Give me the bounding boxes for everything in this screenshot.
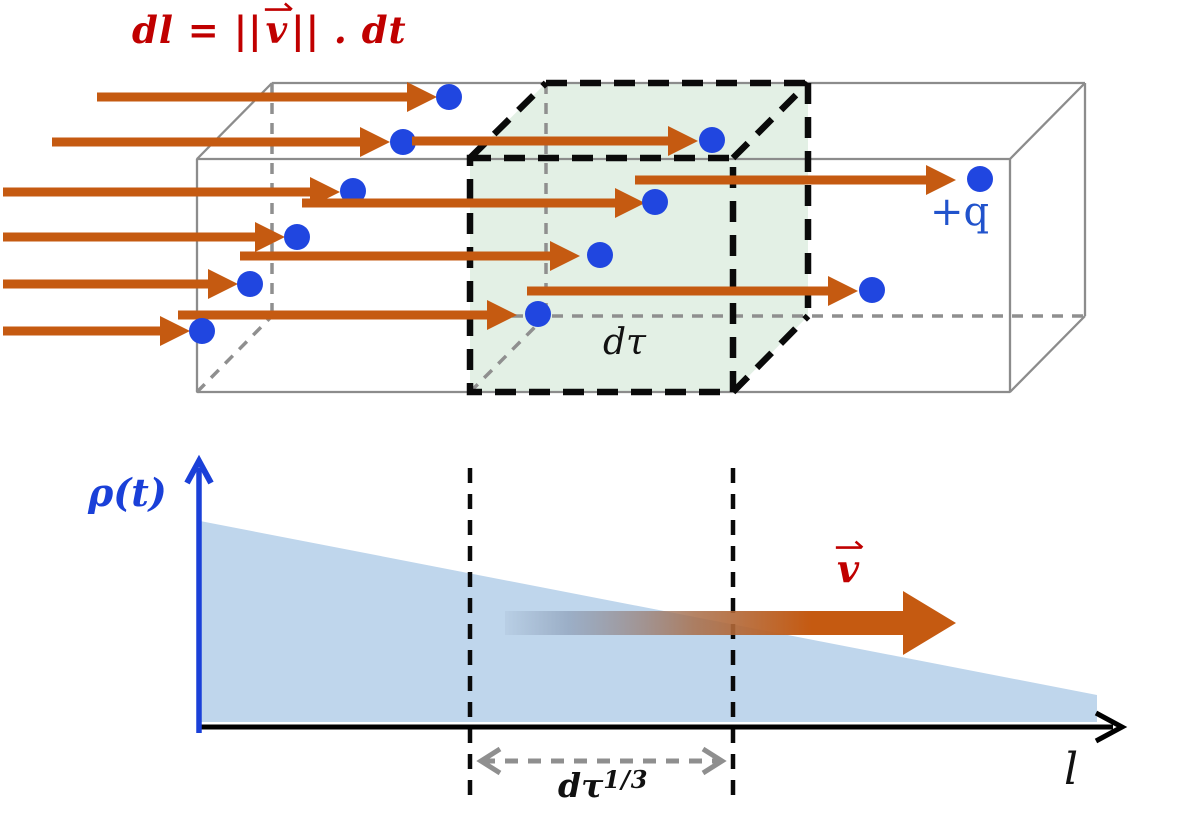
density-graph [184, 454, 1128, 798]
box-bottomright-diagonal [1009, 315, 1086, 393]
charge-particle [390, 129, 416, 155]
volume-front-face [470, 158, 733, 392]
measure-right-arrowhead [701, 746, 727, 776]
formula-suffix: || . dt [291, 8, 407, 52]
charge-particle [436, 84, 462, 110]
charge-particle [642, 189, 668, 215]
x-axis-arrowhead [1094, 710, 1128, 744]
charge-velocity-arrow [3, 269, 263, 299]
density-axis-label: ρ(t) [88, 470, 167, 515]
vector-arrow-accent [835, 540, 864, 549]
charge-particle [340, 178, 366, 204]
width-measure-arrow [476, 746, 727, 776]
volume-topright-diagonal [730, 80, 811, 161]
charge-particle [284, 224, 310, 250]
charge-arrows [3, 82, 993, 346]
volume-element-label: dτ [603, 322, 646, 363]
formula-prefix: dl = || [132, 8, 263, 52]
charge-label: +q [930, 189, 990, 235]
charge-velocity-arrow [412, 126, 725, 156]
volume-bottomright-diagonal [730, 313, 811, 395]
charge-particle [587, 242, 613, 268]
charge-velocity-arrow [178, 300, 551, 330]
box-hidden-edges [195, 83, 1085, 394]
velocity-label: v [834, 540, 864, 588]
charge-velocity-arrow [635, 165, 993, 195]
y-axis-arrowhead [184, 454, 214, 485]
charge-particle [237, 271, 263, 297]
charge-particle [189, 318, 215, 344]
slab-width-base: dτ [558, 766, 604, 805]
box-topright-diagonal [1009, 82, 1086, 160]
volume-bottomleft-hidden-diagonal [468, 314, 548, 394]
charge-velocity-arrow [3, 222, 310, 252]
velocity-vector-symbol: v [834, 540, 864, 588]
measure-left-arrowhead [476, 746, 502, 776]
slab-width-label: dτ1/3 [558, 765, 649, 805]
box-bottomleft-hidden-diagonal [195, 314, 274, 394]
charge-velocity-arrow [240, 241, 613, 271]
charge-particle [859, 277, 885, 303]
slab-width-exponent: 1/3 [603, 765, 649, 794]
charge-velocity-arrow [52, 127, 416, 157]
charge-velocity-arrow [97, 82, 462, 112]
charge-velocity-arrow [527, 276, 885, 306]
length-axis-label: l [1064, 744, 1079, 795]
velocity-letter: v [837, 546, 860, 591]
charge-particle [699, 127, 725, 153]
charge-particle [967, 166, 993, 192]
velocity-vector-symbol: v [263, 2, 293, 49]
displacement-formula: dl = || v|| . dt [132, 2, 407, 49]
formula-vector-letter: v [265, 8, 289, 52]
velocity-gradient-arrow [505, 591, 956, 655]
charge-velocity-arrow [3, 316, 215, 346]
volume-right-face [733, 83, 808, 392]
charge-particle [525, 301, 551, 327]
vector-arrow-accent [264, 2, 293, 11]
charge-velocity-arrow [302, 188, 668, 218]
volume-front-outline [466, 154, 737, 396]
